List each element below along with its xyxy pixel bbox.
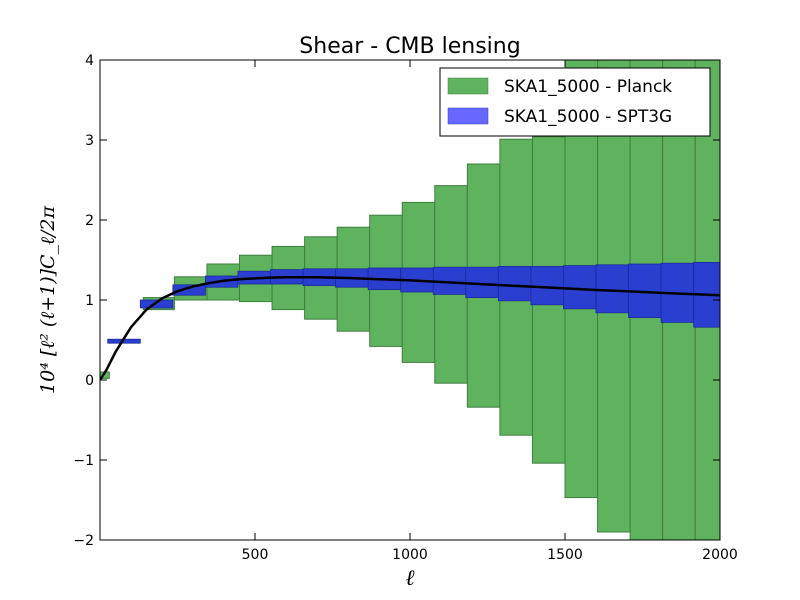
y-tick-label: −2 (73, 533, 94, 549)
y-tick-label: 3 (85, 133, 94, 149)
y-axis-label: 10⁴ [ℓ² (ℓ+1)]C_ℓ/2π (37, 206, 59, 394)
x-tick-label: 1000 (392, 547, 428, 563)
legend-swatch-spt3g (447, 107, 489, 125)
x-axis: 500 1000 1500 2000 (242, 60, 738, 563)
x-tick-label: 500 (242, 547, 269, 563)
legend-label-spt3g: SKA1_5000 - SPT3G (504, 107, 672, 127)
theory-curve-group (100, 275, 720, 381)
y-tick-label: 0 (85, 373, 94, 389)
legend-swatch-planck (447, 77, 489, 95)
x-tick-label: 1500 (547, 547, 583, 563)
y-tick-label: 4 (85, 53, 94, 69)
y-tick-label: −1 (73, 453, 94, 469)
legend: SKA1_5000 - Planck SKA1_5000 - SPT3G (439, 67, 711, 137)
legend-label-planck: SKA1_5000 - Planck (504, 77, 672, 97)
x-axis-label: ℓ (405, 566, 415, 591)
theory-curve (100, 275, 720, 381)
spt3g-bar-1 (139, 299, 174, 309)
y-tick-label: 2 (85, 213, 94, 229)
spt3g-bar-14 (563, 265, 597, 310)
spt3g-bar-13 (530, 265, 564, 306)
y-tick-label: 1 (85, 293, 94, 309)
spt3g-bar-12 (497, 265, 532, 302)
spt3g-bar-2 (172, 284, 206, 296)
y-axis: −2 −1 0 1 2 3 4 (73, 53, 720, 549)
spt3g-bar-15 (595, 264, 629, 314)
chart-title: Shear - CMB lensing (299, 34, 520, 59)
x-tick-label: 2000 (702, 547, 738, 563)
